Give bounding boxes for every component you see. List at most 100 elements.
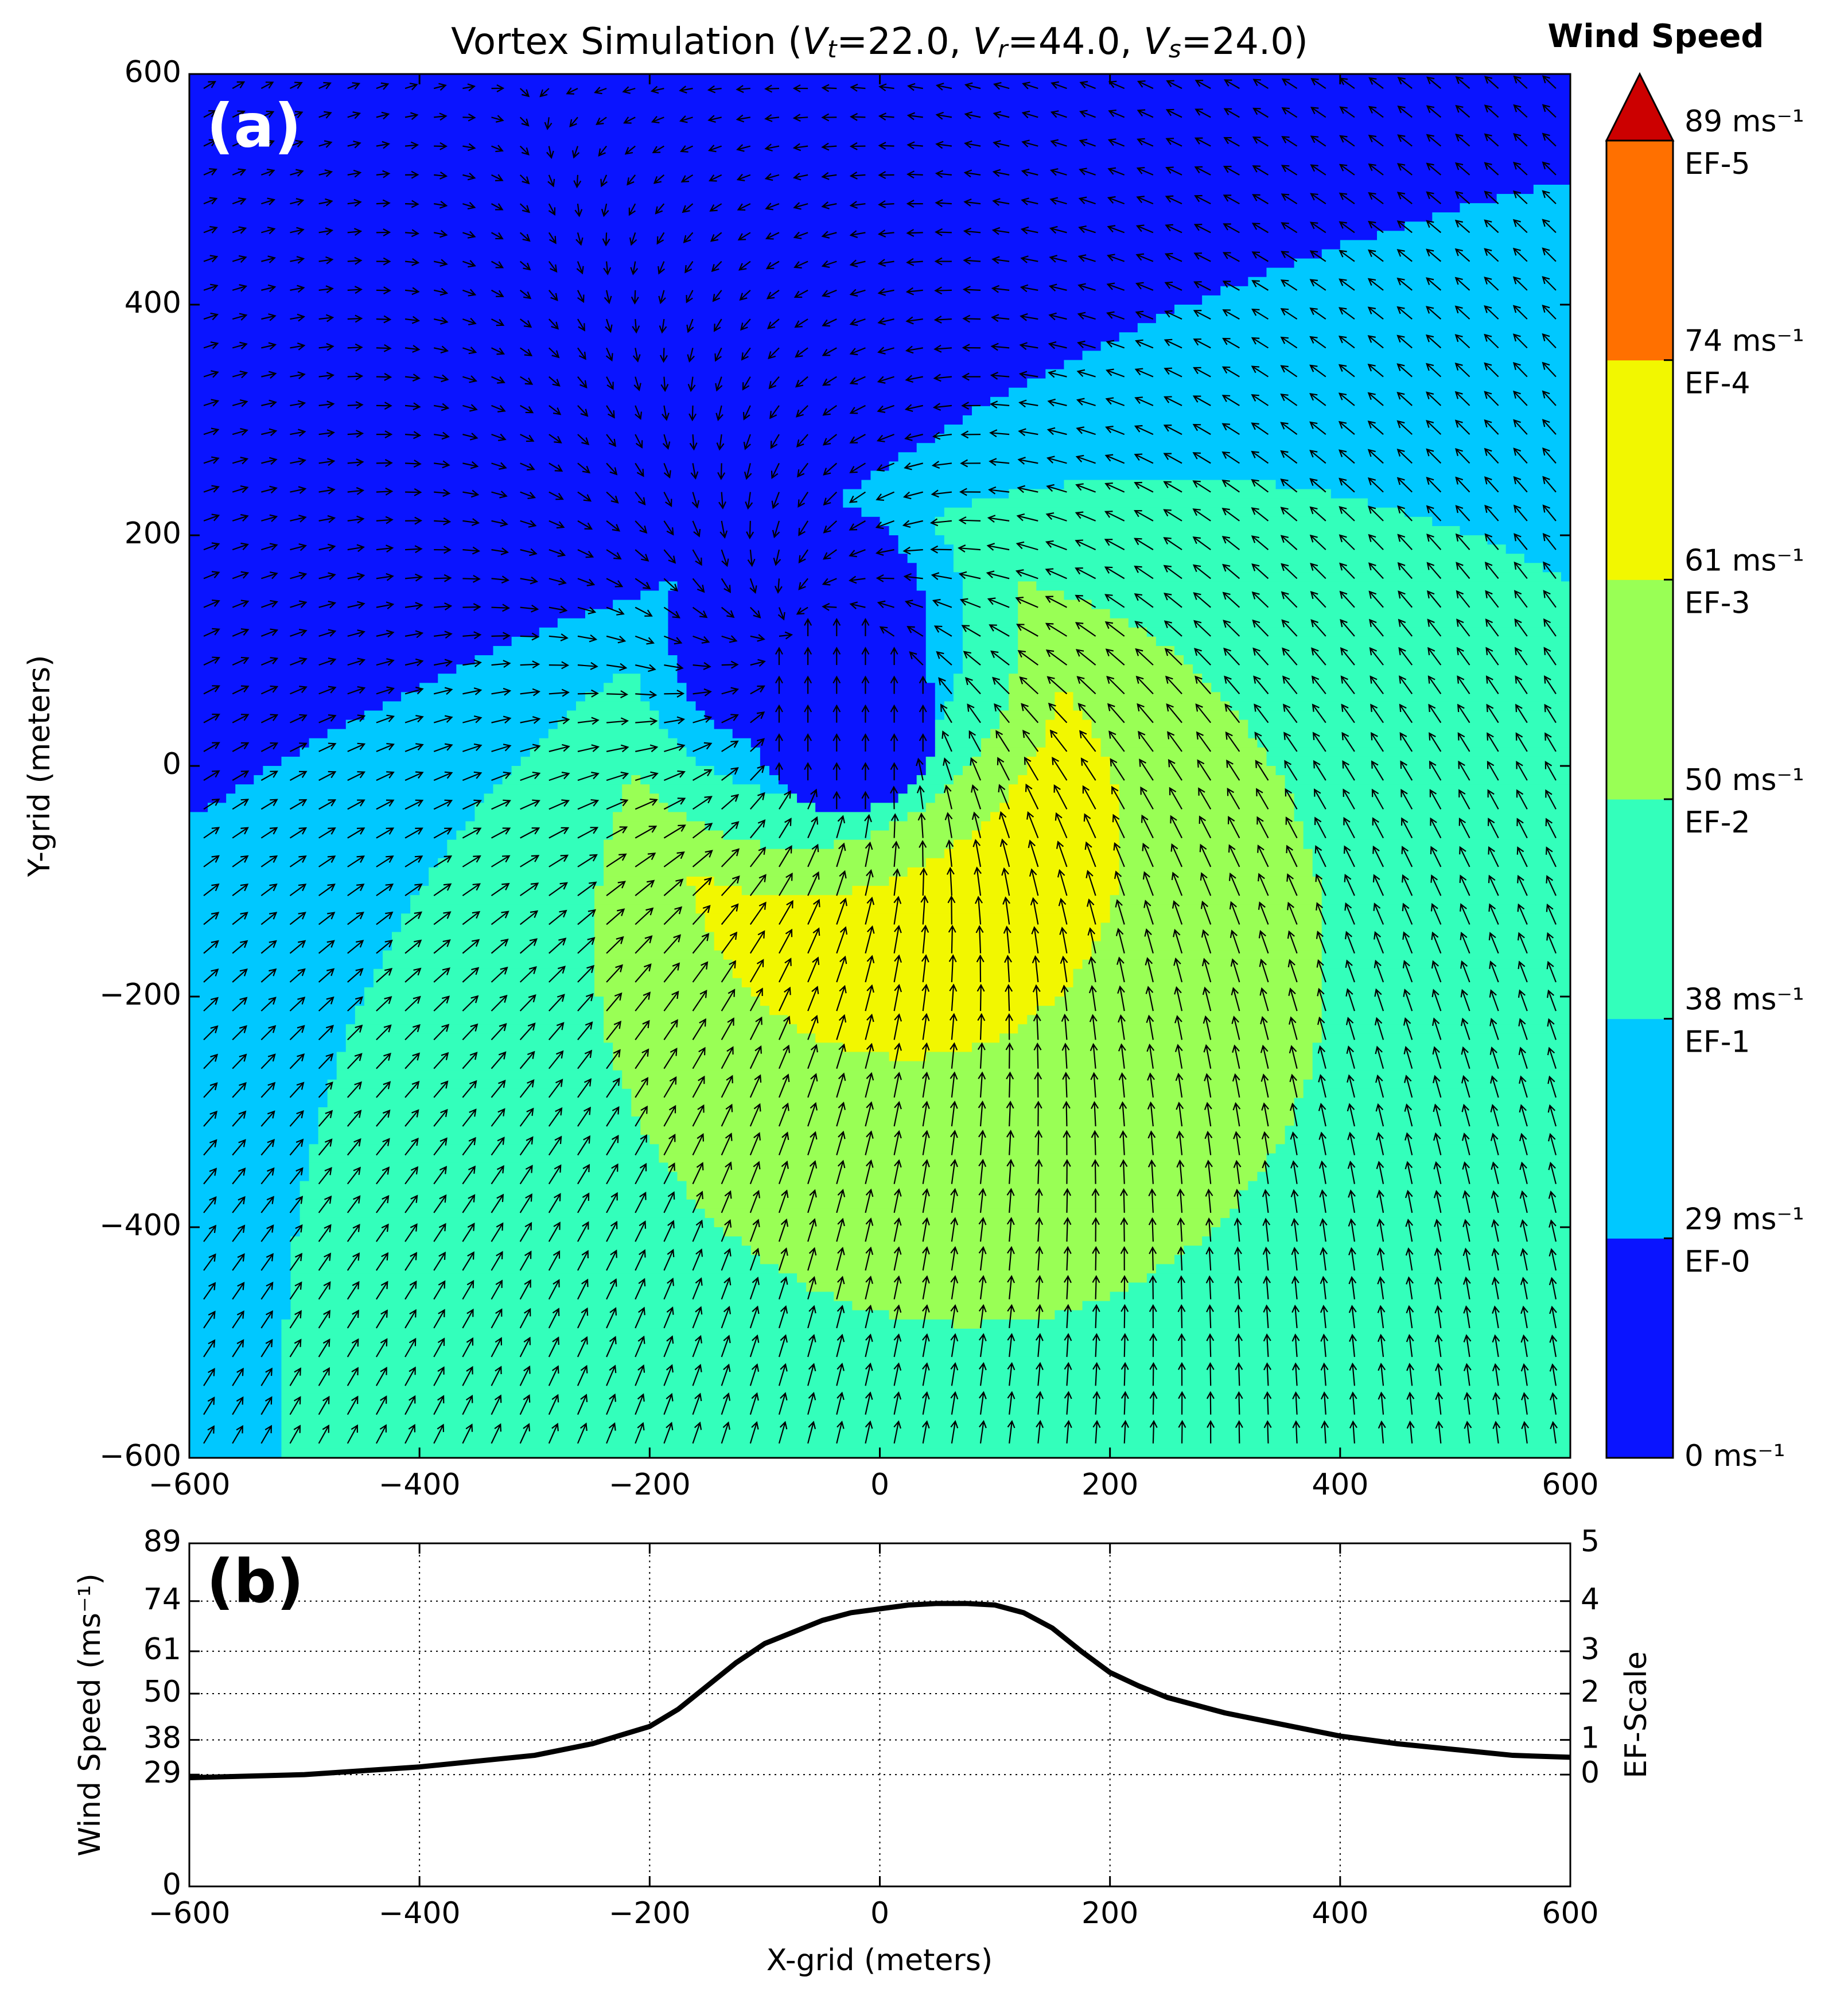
contour-band — [438, 674, 613, 683]
quiver-arrow — [890, 733, 898, 752]
contour-band — [788, 1015, 1028, 1025]
quiver-arrow — [1206, 1362, 1215, 1386]
contour-band — [1027, 378, 1571, 388]
quiver-arrow — [865, 1217, 874, 1242]
contour-band — [502, 775, 632, 785]
quiver-arrow — [906, 228, 923, 237]
quiver-arrow — [1005, 1042, 1014, 1069]
quiver-arrow — [573, 174, 582, 189]
contour-band — [999, 803, 1120, 812]
quiver-arrow — [1458, 760, 1470, 781]
quiver-arrow — [711, 260, 722, 273]
quiver-arrow — [663, 824, 686, 839]
quiver-arrow — [1368, 590, 1384, 608]
quiver-arrow — [964, 111, 981, 119]
quiver-arrow — [1286, 845, 1298, 867]
quiver-arrow — [434, 574, 452, 582]
contour-band — [935, 692, 954, 702]
quiver-arrow — [1221, 366, 1240, 378]
quiver-arrow — [1368, 106, 1384, 118]
x-tick-label: 0 — [870, 1468, 889, 1502]
quiver-arrow — [1512, 247, 1528, 262]
quiver-arrow — [691, 492, 700, 509]
quiver-arrow — [1146, 1014, 1154, 1040]
quiver-arrow — [1454, 248, 1470, 262]
quiver-arrow — [606, 826, 628, 839]
contour-band — [189, 609, 586, 619]
quiver-arrow — [1463, 1305, 1472, 1329]
quiver-arrow — [434, 201, 448, 209]
quiver-arrow — [260, 1252, 274, 1271]
quiver-arrow — [519, 1022, 536, 1041]
quiver-arrow — [1007, 1246, 1015, 1271]
contour-band — [1027, 756, 1111, 767]
quiver-arrow — [989, 429, 1010, 438]
quiver-arrow — [692, 1219, 703, 1242]
quiver-arrow — [990, 650, 1010, 666]
quiver-arrow — [1547, 989, 1557, 1011]
x-tick-label: 400 — [1312, 1468, 1368, 1502]
quiver-arrow — [692, 635, 710, 644]
contour-band — [962, 581, 1018, 592]
quiver-arrow — [1281, 193, 1298, 205]
quiver-arrow — [836, 985, 847, 1011]
quiver-arrow — [971, 811, 982, 838]
contour-band — [999, 1033, 1322, 1043]
contour-band — [189, 1144, 310, 1154]
quiver-arrow — [979, 1391, 987, 1415]
quiver-arrow — [318, 1252, 332, 1271]
contour-band — [925, 645, 963, 656]
quiver-arrow — [289, 1138, 304, 1156]
quiver-arrow — [462, 172, 476, 181]
quiver-arrow — [635, 717, 658, 726]
quiver-arrow — [878, 142, 894, 150]
quiver-arrow — [606, 992, 623, 1011]
contour-band — [613, 812, 687, 822]
contour-band — [355, 1015, 604, 1025]
contour-band — [1294, 258, 1571, 269]
quiver-arrow — [1166, 80, 1182, 90]
quiver-arrow — [1542, 247, 1557, 262]
quiver-arrow — [232, 1282, 245, 1300]
contour-band — [631, 1088, 1304, 1099]
quiver-arrow — [1034, 1130, 1043, 1155]
quiver-arrow — [404, 1024, 421, 1041]
quiver-arrow — [1312, 732, 1326, 752]
quiver-arrow — [1192, 423, 1211, 435]
x-axis-label: X-grid (meters) — [767, 1943, 993, 1978]
contour-band — [1119, 803, 1295, 812]
quiver-arrow — [1341, 732, 1355, 752]
quiver-arrow — [712, 290, 722, 302]
quiver-arrow — [289, 912, 306, 925]
quiver-arrow — [836, 897, 847, 925]
quiver-arrow — [519, 1050, 535, 1069]
quiver-arrow — [232, 1310, 244, 1329]
quiver-arrow — [491, 939, 509, 954]
contour-band — [815, 803, 872, 812]
quiver-arrow — [1075, 622, 1096, 637]
quiver-arrow — [606, 606, 625, 616]
quiver-arrow — [1432, 1046, 1442, 1069]
quiver-arrow — [347, 742, 366, 752]
quiver-arrow — [721, 1190, 732, 1213]
quiver-arrow — [1458, 789, 1470, 810]
quiver-arrow — [1142, 842, 1154, 867]
quiver-arrow — [692, 850, 713, 867]
quiver-arrow — [932, 431, 952, 440]
quiver-arrow — [688, 405, 697, 422]
quiver-arrow — [922, 1275, 930, 1299]
y-tick-label: 0 — [162, 1867, 181, 1902]
quiver-arrow — [1251, 394, 1269, 406]
contour-band — [981, 738, 1046, 748]
quiver-arrow — [1374, 1017, 1384, 1040]
quiver-arrow — [404, 112, 419, 120]
quiver-arrow — [631, 290, 639, 305]
quiver-arrow — [1164, 281, 1182, 291]
contour-band — [944, 425, 1571, 434]
contour-band — [695, 1199, 1239, 1209]
quiver-arrow — [950, 1420, 959, 1444]
quiver-arrow — [1169, 787, 1182, 810]
quiver-arrow — [989, 458, 1010, 466]
quiver-arrow — [635, 578, 651, 590]
contour-band — [677, 664, 927, 674]
